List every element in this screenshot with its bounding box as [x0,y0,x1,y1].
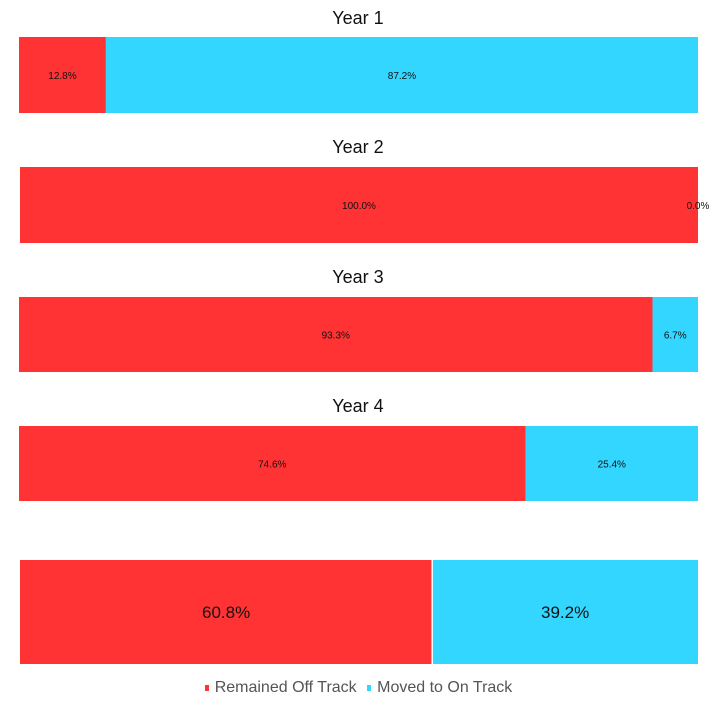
bar-on-track-panel-3 [652,297,698,372]
legend: Remained Off Track Moved to On Track [0,679,717,697]
bar-on-track-panel-5 [432,560,698,664]
bar-on-track-panel-4 [525,426,698,501]
legend-label-on-track: Moved to On Track [377,679,513,696]
bar-on-track-panel-1 [105,37,699,113]
legend-label-off-track: Remained Off Track [214,679,357,696]
data-label-on-track-panel-1: 87.2% [388,71,416,82]
data-label-off-track-panel-4: 74.6% [258,460,286,471]
data-label-on-track-panel-2: 0.0% [687,201,710,212]
bars-layer: 12.8% 87.2% 100.0% 0.0% 93.3% 6.7% 74.6% 25.4% 6… [19,37,710,664]
bar-off-track-panel-4 [19,426,526,501]
data-label-off-track-panel-2: 100.0% [342,201,376,212]
bar-off-track-panel-5 [20,560,433,664]
panel-title-year-1: Year 1 [332,8,383,28]
legend-swatch-off-track [204,685,209,691]
panel-title-year-3: Year 3 [332,267,383,287]
data-label-on-track-panel-5: 39.2% [541,603,589,622]
bar-off-track-panel-1 [19,37,106,113]
legend-item-on-track: Moved to On Track [367,679,512,697]
data-label-on-track-panel-3: 6.7% [664,331,687,342]
legend-swatch-on-track [367,685,372,691]
bar-off-track-panel-2 [20,167,698,243]
data-label-on-track-panel-4: 25.4% [598,460,626,471]
data-label-off-track-panel-5: 60.8% [202,603,250,622]
bar-off-track-panel-3 [19,297,653,372]
panel-title-year-4: Year 4 [332,396,383,416]
data-label-off-track-panel-1: 12.8% [48,71,76,82]
panel-title-year-2: Year 2 [332,137,383,157]
data-label-off-track-panel-3: 93.3% [322,331,350,342]
legend-item-off-track: Remained Off Track [204,679,357,697]
